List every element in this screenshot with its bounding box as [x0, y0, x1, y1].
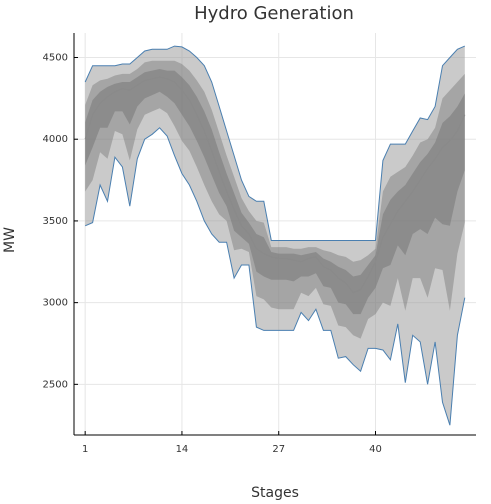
x-tick-label: 27 [272, 444, 285, 455]
x-axis-label: Stages [251, 485, 299, 501]
y-tick-label: 3500 [43, 216, 68, 227]
y-tick-label: 4000 [43, 134, 68, 145]
chart-title: Hydro Generation [194, 3, 354, 24]
quantile-band [85, 69, 465, 315]
quantile-band [85, 46, 465, 426]
y-tick-label: 4500 [43, 53, 68, 64]
x-tick-label: 14 [176, 444, 189, 455]
x-tick-label: 40 [369, 444, 382, 455]
band-outline [85, 127, 466, 426]
y-tick-label: 3000 [43, 298, 68, 309]
band-outline [84, 45, 465, 241]
median-line [84, 76, 466, 294]
quantile-band [85, 60, 465, 339]
y-axis-label: MW [2, 227, 18, 253]
y-tick-label: 2500 [43, 379, 68, 390]
x-tick-label: 1 [82, 444, 88, 455]
